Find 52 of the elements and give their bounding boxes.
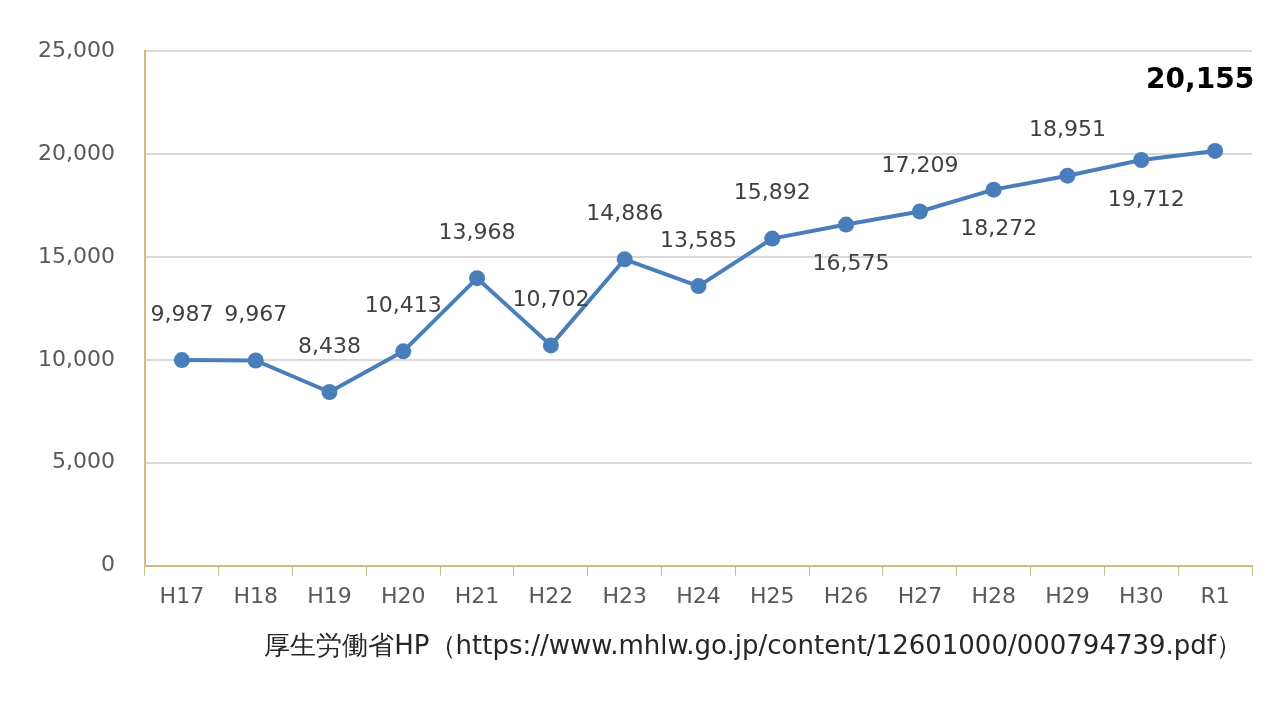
data-label: 10,413 [364,292,442,318]
x-tick-label: H17 [159,582,205,608]
point [838,216,855,233]
data-label: 10,702 [512,286,590,312]
point [395,343,412,360]
data-label: 18,951 [1029,116,1106,142]
y-tick-label: 25,000 [37,36,115,62]
point [321,383,338,400]
point [247,352,264,369]
x-tick-label: H28 [971,582,1016,608]
y-tick-label: 5,000 [51,448,115,474]
data-label: 13,968 [438,218,516,244]
data-label: 15,892 [733,179,811,205]
x-tick-label: H24 [676,582,721,608]
data-label: 17,209 [881,152,959,178]
x-tick-label: H25 [750,582,795,608]
y-tick-label: 15,000 [37,242,115,268]
point [469,270,486,287]
data-label: 20,155 [1146,62,1255,96]
point [542,337,559,354]
point [1133,152,1150,169]
data-label: 18,272 [960,215,1038,241]
data-label: 14,886 [586,200,664,226]
y-tick-label: 0 [100,551,115,577]
y-tick-label: 20,000 [37,139,115,165]
x-tick-label: H27 [897,582,943,608]
data-label: 9,987 [150,300,214,326]
x-tick-label: H22 [528,582,574,608]
data-label: 8,438 [297,332,361,358]
point [911,203,928,220]
point [985,181,1002,198]
data-label: 19,712 [1107,185,1185,211]
point [1207,142,1224,159]
x-tick-label: H20 [381,582,426,608]
data-label: 16,575 [812,250,890,276]
x-tick-label: H26 [823,582,869,608]
y-tick-label: 10,000 [37,345,115,371]
point [616,251,633,268]
point [764,230,781,247]
data-label: 13,585 [660,226,737,252]
x-tick-label: H30 [1119,582,1164,608]
point [690,278,707,295]
x-tick-label: H21 [454,582,500,608]
data-label: 9,967 [224,301,288,327]
text: 厚生労働省HP（https://www.mhlw.go.jp/content/12601000/000794739.pdf） [263,629,1243,662]
x-tick-label: H18 [233,582,278,608]
x-tick-label: H29 [1045,582,1090,608]
x-tick-label: R1 [1200,582,1230,608]
point [1059,167,1076,184]
x-tick-label: H23 [602,582,647,608]
point [173,352,190,369]
x-tick-label: H19 [307,582,352,608]
